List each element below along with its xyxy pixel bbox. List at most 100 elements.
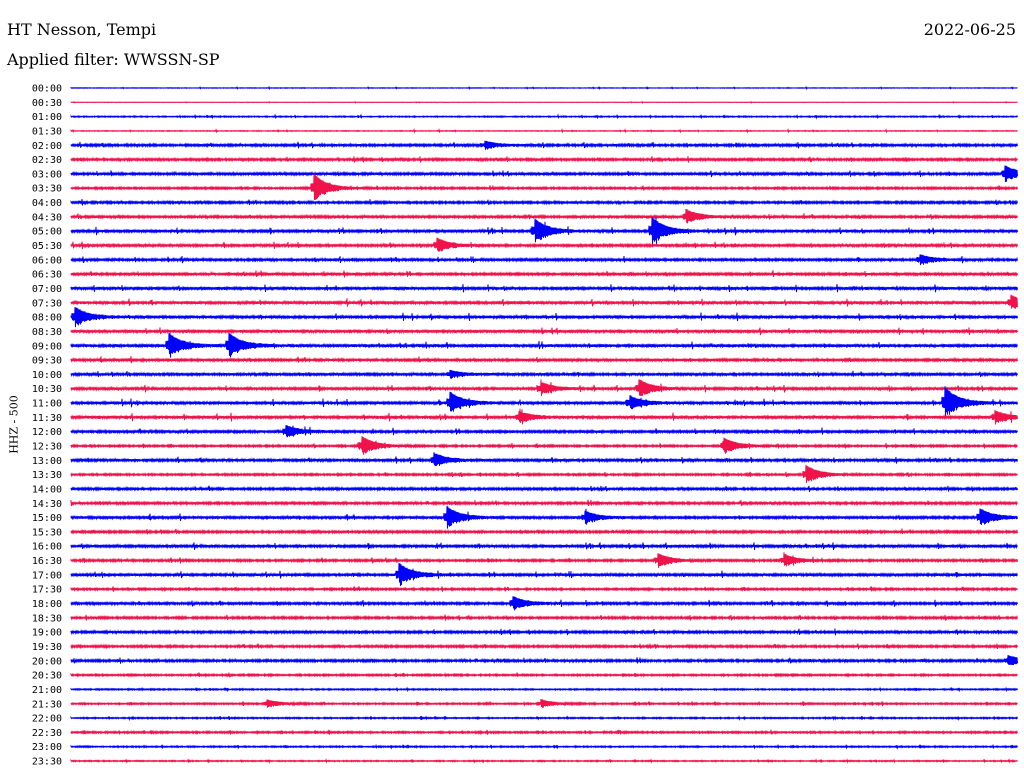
trace-1400 xyxy=(70,485,1018,492)
trace-1200 xyxy=(70,425,1018,438)
trace-1030 xyxy=(70,379,1018,397)
time-label: 18:30 xyxy=(32,613,62,624)
station-title: HT Nesson, Tempi xyxy=(7,20,157,39)
trace-1300 xyxy=(70,452,1018,467)
trace-0930 xyxy=(70,356,1018,364)
time-label: 13:30 xyxy=(32,470,62,481)
time-label: 10:00 xyxy=(32,370,62,381)
time-label: 19:30 xyxy=(32,642,62,653)
trace-0230 xyxy=(70,156,1018,163)
trace-0030 xyxy=(70,100,1018,104)
time-label: 09:00 xyxy=(32,341,62,352)
trace-1700 xyxy=(70,562,1018,587)
time-label: 19:00 xyxy=(32,628,62,639)
time-label: 12:00 xyxy=(32,427,62,438)
trace-1100 xyxy=(70,386,1018,418)
trace-0000 xyxy=(70,85,1018,91)
trace-0700 xyxy=(70,284,1018,293)
time-label: 16:30 xyxy=(32,556,62,567)
time-label: 09:30 xyxy=(32,356,62,367)
trace-1330 xyxy=(70,464,1018,483)
time-label: 11:00 xyxy=(32,399,62,410)
trace-0400 xyxy=(70,198,1018,206)
trace-1730 xyxy=(70,586,1018,593)
trace-0830 xyxy=(70,327,1018,336)
trace-0330 xyxy=(70,173,1018,201)
trace-0630 xyxy=(70,270,1018,278)
date-label: 2022-06-25 xyxy=(923,20,1016,39)
trace-1630 xyxy=(70,552,1018,568)
time-label: 00:00 xyxy=(32,84,62,95)
time-label: 05:00 xyxy=(32,227,62,238)
trace-2030 xyxy=(70,672,1018,678)
time-label: 13:00 xyxy=(32,456,62,467)
time-label: 15:30 xyxy=(32,527,62,538)
time-label: 10:30 xyxy=(32,384,62,395)
filter-label: Applied filter: WWSSN-SP xyxy=(7,50,220,69)
time-label: 20:30 xyxy=(32,671,62,682)
trace-1930 xyxy=(70,643,1018,650)
time-label: 23:30 xyxy=(32,757,62,768)
trace-1430 xyxy=(70,499,1018,507)
trace-0300 xyxy=(70,165,1018,183)
time-label: 21:30 xyxy=(32,699,62,710)
trace-2100 xyxy=(70,686,1018,693)
time-label: 22:00 xyxy=(32,714,62,725)
time-label: 02:30 xyxy=(32,155,62,166)
trace-0130 xyxy=(70,128,1018,134)
time-label: 06:00 xyxy=(32,255,62,266)
time-label: 04:30 xyxy=(32,212,62,223)
trace-1500 xyxy=(70,505,1018,529)
trace-0900 xyxy=(70,332,1018,358)
time-label: 07:30 xyxy=(32,298,62,309)
time-label: 21:00 xyxy=(32,685,62,696)
time-label: 16:00 xyxy=(32,542,62,553)
time-label: 01:30 xyxy=(32,126,62,137)
time-label: 01:00 xyxy=(32,112,62,123)
trace-0530 xyxy=(70,237,1018,252)
time-label: 08:30 xyxy=(32,327,62,338)
trace-1530 xyxy=(70,528,1018,535)
trace-0500 xyxy=(70,217,1018,245)
time-label: 06:30 xyxy=(32,270,62,281)
trace-0200 xyxy=(70,140,1018,150)
trace-1130 xyxy=(70,408,1018,425)
time-label: 12:30 xyxy=(32,442,62,453)
time-label: 18:00 xyxy=(32,599,62,610)
time-label: 08:00 xyxy=(32,313,62,324)
trace-1830 xyxy=(70,614,1018,621)
trace-2000 xyxy=(70,655,1018,666)
time-label: 07:00 xyxy=(32,284,62,295)
trace-0600 xyxy=(70,254,1018,266)
trace-0800 xyxy=(70,306,1018,328)
time-label: 20:00 xyxy=(32,656,62,667)
trace-0730 xyxy=(70,294,1018,309)
time-label: 14:30 xyxy=(32,499,62,510)
trace-2300 xyxy=(70,743,1018,750)
trace-2130 xyxy=(70,698,1018,708)
time-label: 23:00 xyxy=(32,742,62,753)
time-label: 03:00 xyxy=(32,169,62,180)
time-label: 04:00 xyxy=(32,198,62,209)
time-label: 00:30 xyxy=(32,98,62,109)
time-label: 14:00 xyxy=(32,484,62,495)
time-label: 03:30 xyxy=(32,184,62,195)
trace-2330 xyxy=(70,758,1018,764)
time-label: 02:00 xyxy=(32,141,62,152)
trace-1800 xyxy=(70,596,1018,611)
trace-2200 xyxy=(70,714,1018,722)
time-label: 11:30 xyxy=(32,413,62,424)
time-label: 17:30 xyxy=(32,585,62,596)
trace-0100 xyxy=(70,113,1018,120)
time-label: 15:00 xyxy=(32,513,62,524)
trace-1900 xyxy=(70,628,1018,636)
trace-1600 xyxy=(70,542,1018,551)
trace-1000 xyxy=(70,369,1018,379)
time-label: 22:30 xyxy=(32,728,62,739)
trace-1230 xyxy=(70,436,1018,455)
time-label: 05:30 xyxy=(32,241,62,252)
trace-0430 xyxy=(70,208,1018,224)
time-label: 17:00 xyxy=(32,570,62,581)
trace-2230 xyxy=(70,729,1018,736)
